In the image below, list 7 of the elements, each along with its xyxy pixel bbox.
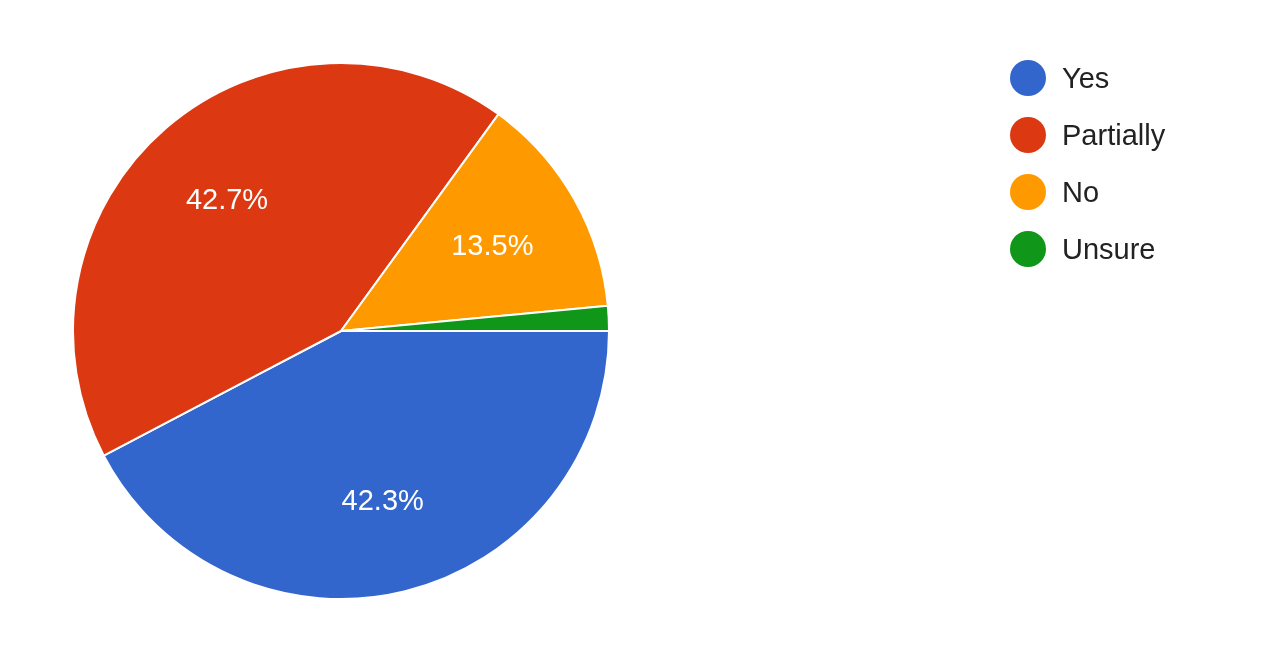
legend-label: No [1062, 176, 1100, 208]
legend-label: Unsure [1062, 233, 1156, 265]
data-label: 42.3% [341, 484, 424, 517]
legend-label: Partially [1062, 119, 1166, 151]
legend-label: Yes [1062, 62, 1110, 94]
data-label: 42.7% [185, 183, 269, 216]
data-label: 13.5% [451, 228, 534, 261]
